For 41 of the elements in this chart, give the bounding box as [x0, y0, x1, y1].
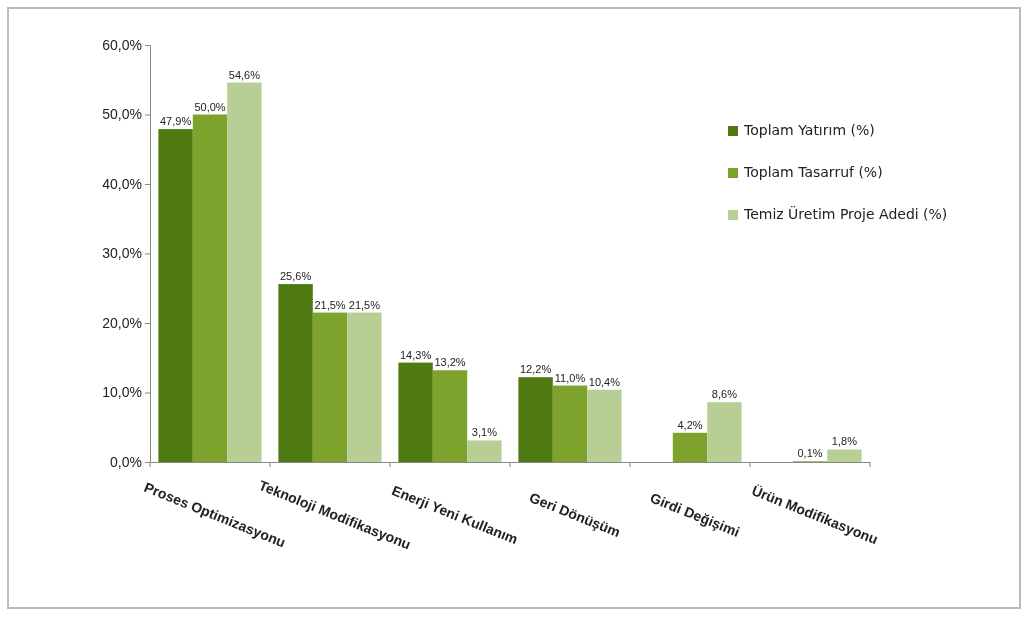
data-label: 47,9%: [160, 115, 192, 128]
bar: [158, 129, 193, 462]
bar: [227, 82, 262, 462]
data-label: 21,5%: [348, 298, 381, 311]
bar: [278, 284, 313, 462]
data-label: 25,6%: [280, 270, 312, 283]
y-tick-label: 60,0%: [102, 36, 142, 53]
legend-label: Temiz Üretim Proje Adedi (%): [743, 205, 948, 222]
bar: [312, 312, 348, 462]
y-tick-label: 40,0%: [102, 175, 142, 192]
y-tick-label: 10,0%: [102, 384, 142, 401]
bar: [518, 377, 553, 462]
bar: [398, 362, 433, 462]
data-label: 11,0%: [554, 371, 586, 384]
data-label: 13,2%: [434, 356, 466, 369]
legend-label: Toplam Yatırım (%): [743, 122, 875, 138]
legend-label: Toplam Tasarruf (%): [743, 164, 883, 180]
data-label: 1,8%: [831, 435, 858, 448]
y-tick-label: 50,0%: [102, 106, 142, 123]
data-label: 12,2%: [520, 363, 552, 376]
data-label: 8,6%: [711, 388, 738, 401]
y-tick-label: 30,0%: [102, 245, 142, 262]
bar: [347, 312, 382, 462]
data-label: 4,2%: [677, 418, 703, 431]
data-label: 50,0%: [194, 100, 226, 113]
data-label: 14,3%: [400, 348, 432, 361]
bar: [827, 449, 862, 462]
bar: [587, 389, 622, 462]
y-tick-label: 20,0%: [102, 314, 142, 331]
bar: [192, 114, 228, 462]
bar: [552, 385, 588, 462]
y-tick-label: 0,0%: [110, 453, 142, 470]
data-label: 21,5%: [314, 298, 346, 311]
bar: [707, 402, 742, 462]
data-label: 54,6%: [228, 68, 261, 81]
bar: [467, 440, 502, 462]
bar: [672, 432, 708, 462]
data-label: 3,1%: [471, 426, 498, 439]
bar: [432, 370, 468, 462]
data-label: 10,4%: [588, 375, 621, 388]
data-label: 0,1%: [797, 447, 823, 460]
